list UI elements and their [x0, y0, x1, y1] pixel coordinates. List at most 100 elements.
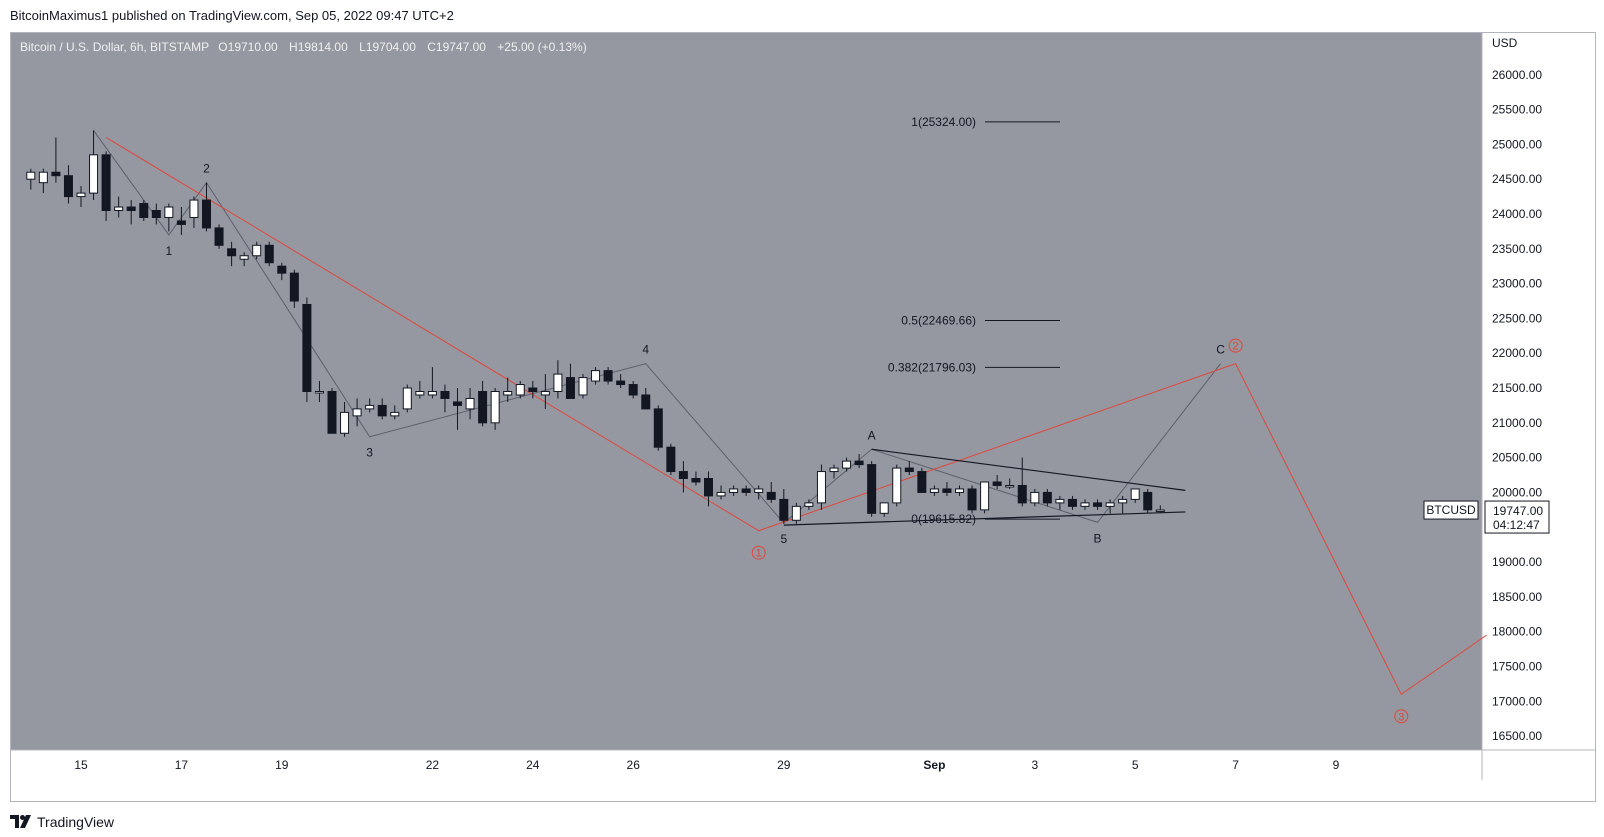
- x-tick-label: 19: [275, 758, 289, 772]
- fib-levels: 1(25324.00) 0.5(22469.66) 0.382(21796.03) 0…: [888, 115, 1060, 526]
- legend-low: 19704.00: [365, 40, 416, 54]
- plot-area[interactable]: [11, 33, 1482, 750]
- y-tick-label: 25000.00: [1492, 137, 1542, 151]
- publisher-header: BitcoinMaximus1 published on TradingView…: [10, 8, 454, 23]
- candle-body: [490, 391, 500, 424]
- y-tick-label: 18000.00: [1492, 625, 1542, 639]
- candle-body: [503, 391, 513, 396]
- candle: [164, 203, 174, 232]
- candle: [653, 405, 663, 451]
- y-tick-label: 17500.00: [1492, 659, 1542, 673]
- candle: [503, 377, 513, 402]
- minor-wave-label: B: [1094, 531, 1102, 545]
- candle: [101, 151, 111, 221]
- y-tick-label: 22000.00: [1492, 346, 1542, 360]
- candle: [377, 398, 387, 420]
- candle-body: [804, 502, 814, 507]
- candle-body: [741, 488, 751, 493]
- candle-body: [565, 377, 575, 399]
- candle-body: [38, 171, 48, 184]
- candle: [754, 485, 764, 500]
- candle-body: [641, 394, 651, 410]
- candle-body: [239, 255, 249, 260]
- candle-body: [515, 384, 525, 396]
- brand-name: TradingView: [37, 814, 115, 830]
- candle-body: [1080, 502, 1090, 507]
- candle-body: [402, 387, 412, 410]
- candle-body: [51, 171, 61, 177]
- fib-level-label: 0.5(22469.66): [901, 314, 976, 328]
- x-tick-label: 7: [1232, 758, 1239, 772]
- candle-body: [980, 481, 990, 511]
- y-tick-label: 24000.00: [1492, 207, 1542, 221]
- candle-body: [967, 488, 977, 511]
- candle-body: [415, 391, 425, 396]
- candle: [314, 381, 324, 402]
- candle: [202, 182, 211, 232]
- x-tick-label: 29: [777, 758, 791, 772]
- candle-body: [842, 460, 852, 469]
- y-tick-label: 26000.00: [1492, 68, 1542, 82]
- candle: [867, 461, 877, 517]
- candle-body: [892, 467, 902, 504]
- candle-body: [867, 464, 877, 514]
- candle-body: [390, 411, 400, 417]
- candle: [214, 224, 224, 249]
- candle-body: [189, 199, 199, 218]
- candle-body: [942, 488, 952, 493]
- candle: [804, 499, 814, 510]
- candle-body: [917, 471, 927, 493]
- candle-body: [1118, 498, 1128, 504]
- x-tick-label: 5: [1132, 758, 1139, 772]
- candle-body: [252, 244, 262, 257]
- candle-body: [63, 175, 73, 198]
- candle: [955, 485, 964, 496]
- candle: [929, 485, 939, 496]
- legend-high: 19814.00: [297, 40, 348, 54]
- y-tick-label: 20000.00: [1492, 485, 1542, 499]
- x-axis: 15 17 19 22 24 26 29 Sep 3 5 7 9: [11, 749, 1596, 772]
- legend-open-label: O: [218, 40, 228, 54]
- candle: [390, 405, 400, 420]
- candle: [490, 388, 500, 430]
- candle: [666, 443, 676, 476]
- candle: [478, 381, 488, 427]
- candle: [1105, 499, 1115, 514]
- candle-body: [1155, 509, 1165, 513]
- candle: [402, 384, 412, 413]
- candle: [189, 196, 199, 228]
- major-wave-circle: [1394, 709, 1409, 724]
- candle: [553, 360, 563, 399]
- y-tick-label: 20500.00: [1492, 451, 1542, 465]
- candle-body: [666, 446, 676, 473]
- candle-body: [616, 380, 626, 386]
- candle: [729, 485, 739, 496]
- candle-body: [427, 391, 437, 396]
- candle-body: [465, 397, 475, 410]
- candle: [1130, 488, 1140, 503]
- candle: [139, 200, 149, 221]
- candle: [76, 186, 86, 208]
- legend-low-label: L: [359, 40, 366, 54]
- candle-body: [202, 199, 211, 229]
- legend-high-label: H: [289, 40, 298, 54]
- y-tick-label: 21500.00: [1492, 381, 1542, 395]
- fib-level-label: 0.382(21796.03): [888, 360, 976, 374]
- candles: [26, 130, 1165, 524]
- candle: [829, 464, 839, 479]
- candle: [440, 384, 450, 413]
- candle: [289, 269, 299, 308]
- legend-open: 19710.00: [227, 40, 278, 54]
- candle-body: [1017, 484, 1027, 504]
- candle-body: [314, 391, 324, 394]
- tradingview-brand[interactable]: TradingView: [10, 814, 114, 830]
- legend-change: +25.00 (+0.13%): [497, 40, 587, 54]
- candle-body: [591, 370, 601, 382]
- minor-wave-label: 2: [203, 162, 210, 176]
- candle: [1067, 495, 1077, 510]
- candle: [465, 388, 475, 420]
- candle-body: [779, 498, 789, 521]
- candle: [1042, 488, 1052, 507]
- candle: [1143, 488, 1153, 514]
